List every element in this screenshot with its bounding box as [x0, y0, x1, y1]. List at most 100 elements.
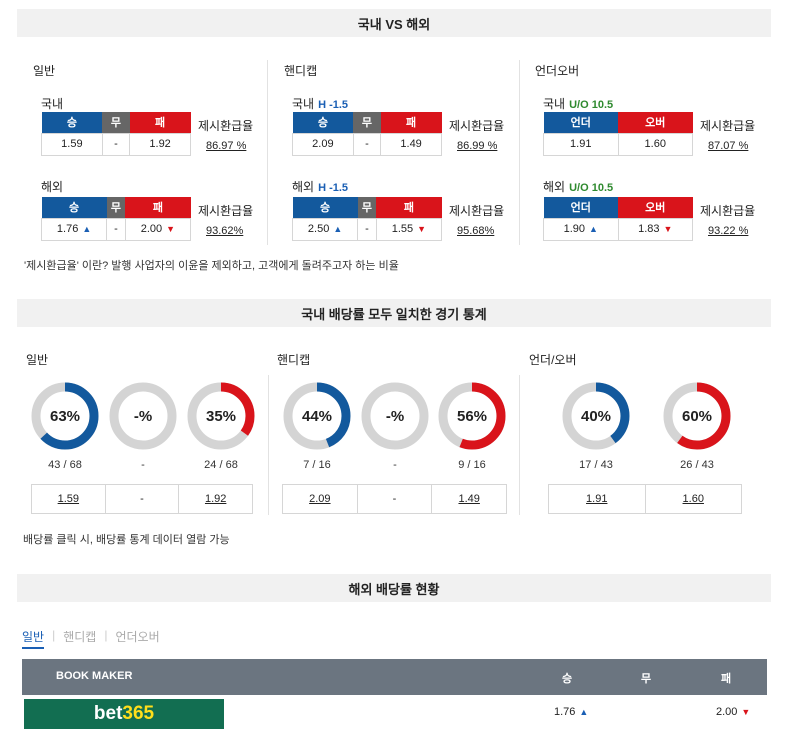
odds-col-title-handicap: 핸디캡 [284, 64, 318, 78]
stats-odds-row: 1.59- 1.92 [31, 484, 253, 514]
donut-fraction: 7 / 16 [303, 459, 331, 471]
handicap-line: H -1.5 [318, 182, 349, 194]
donut-chart: 60% [662, 381, 732, 451]
stats-odds-link[interactable]: 1.49 [458, 493, 480, 505]
handicap-line: H -1.5 [318, 99, 349, 111]
stats-odds-link[interactable]: 1.92 [204, 493, 227, 505]
domestic-under-over-odds-table: 언더 오버 1.91 1.60 [543, 112, 693, 156]
donut-svg [562, 382, 630, 450]
draw-header: 무 [641, 673, 652, 685]
donut-arc [663, 382, 731, 450]
over-header: 오버 [618, 197, 693, 218]
donut-fraction: 9 / 16 [458, 459, 486, 471]
odds-col-title-general: 일반 [33, 64, 56, 78]
down-arrow-icon: ▼ [417, 224, 427, 234]
win-header: 승 [562, 673, 573, 685]
lose-odds: 2.00 ▼ [124, 217, 192, 241]
stats-note: 배당률 클릭 시, 배당률 통계 데이터 열람 가능 [23, 534, 230, 546]
win-odds: 1.76 ▲ [554, 706, 589, 718]
section-header-overseas-status: 해외 배당률 현황 [17, 574, 771, 602]
lose-odds: 2.00 ▼ [716, 706, 751, 718]
draw-odds: - [106, 217, 126, 241]
draw-header: 무 [357, 197, 377, 218]
lose-odds: 1.92 [129, 132, 191, 156]
under-over-line: U/O 10.5 [569, 99, 614, 111]
stats-odds-link[interactable]: 2.09 [283, 485, 358, 513]
win-header: 승 [292, 197, 358, 218]
donut-arc [31, 382, 99, 450]
stats-odds-link[interactable]: 1.91 [549, 485, 646, 513]
under-over-line: U/O 10.5 [569, 182, 614, 194]
up-arrow-icon: ▲ [82, 224, 92, 234]
donut-track [361, 382, 429, 450]
under-odds: 1.91 [543, 132, 619, 156]
donut-svg [663, 382, 731, 450]
up-arrow-icon: ▲ [333, 224, 343, 234]
rate-note: '제시환급율' 이란? 발행 사업자의 이윤을 제외하고, 고객에게 돌려주고자… [24, 260, 399, 272]
market-tabs: 일반 | 핸디캡 | 언더오버 [22, 628, 160, 649]
down-arrow-icon: ▼ [741, 707, 751, 717]
stats-odds-link[interactable]: 1.60 [682, 493, 704, 505]
donut-fraction: 17 / 43 [579, 459, 613, 471]
win-odds: 2.50 ▲ [291, 217, 359, 241]
domestic-label: 국내 H -1.5 [292, 97, 349, 111]
over-header: 오버 [618, 112, 693, 133]
donut-percent: 63% [49, 407, 81, 425]
bookmaker-table-header: BOOK MAKER 승 무 패 [22, 659, 767, 695]
rate-value: 87.07 % [708, 140, 749, 152]
donut-fraction: - [393, 459, 397, 471]
donut-chart: 44% [282, 381, 352, 451]
tab-handicap[interactable]: 핸디캡 [63, 630, 97, 644]
donut-chart: -% [360, 381, 430, 451]
donut-svg [109, 382, 177, 450]
rate-value: 86.97 % [206, 140, 247, 152]
win-odds: 2.09 [292, 132, 354, 156]
lose-header: 패 [721, 673, 732, 685]
rate-label: 제시환급율 [449, 119, 505, 133]
lose-odds: 1.55 ▼ [375, 217, 443, 241]
lose-header: 패 [129, 112, 191, 133]
rate-value: 86.99 % [457, 140, 498, 152]
down-arrow-icon: ▼ [166, 224, 176, 234]
tab-under-over[interactable]: 언더오버 [115, 630, 160, 644]
donut-percent: 60% [681, 407, 713, 425]
donut-chart: -% [108, 381, 178, 451]
domestic-label: 국내 [41, 97, 64, 111]
donut-arc [283, 382, 351, 450]
stats-odds-link[interactable]: 1.59 [32, 485, 106, 513]
rate-label: 제시환급율 [700, 204, 756, 218]
donut-chart: 35% [186, 381, 256, 451]
bookmaker-header: BOOK MAKER [56, 670, 133, 682]
divider [268, 375, 269, 515]
donut-percent: 56% [456, 407, 488, 425]
donut-svg [187, 382, 255, 450]
lose-header: 패 [125, 197, 191, 218]
draw-odds: - [357, 217, 377, 241]
section-header-matched-stats: 국내 배당률 모두 일치한 경기 통계 [17, 299, 771, 327]
divider [519, 60, 520, 245]
overseas-label: 해외 U/O 10.5 [543, 180, 614, 194]
table-row: bet 365 1.76 ▲ 2.00 ▼ [22, 697, 767, 731]
up-arrow-icon: ▲ [589, 224, 598, 234]
overseas-label: 해외 [41, 180, 64, 194]
odds-col-title-under-over: 언더오버 [535, 64, 580, 78]
down-arrow-icon: ▼ [663, 224, 673, 234]
draw-odds: - [352, 132, 382, 156]
tab-separator: | [104, 628, 108, 642]
donut-fraction: 43 / 68 [48, 459, 82, 471]
over-odds: 1.83 ▼ [617, 217, 693, 241]
donut-chart: 40% [561, 381, 631, 451]
donut-fraction: 24 / 68 [204, 459, 238, 471]
under-odds: 1.90 ▲ [543, 217, 619, 241]
stats-odds-empty: - [358, 485, 433, 513]
donut-chart: 63% [30, 381, 100, 451]
donut-percent: 40% [580, 407, 612, 425]
bet365-logo: bet 365 [24, 699, 224, 729]
tab-general[interactable]: 일반 [22, 628, 45, 649]
donut-arc [438, 382, 506, 450]
rate-label: 제시환급율 [198, 204, 254, 218]
donut-track [109, 382, 177, 450]
divider [267, 60, 268, 245]
